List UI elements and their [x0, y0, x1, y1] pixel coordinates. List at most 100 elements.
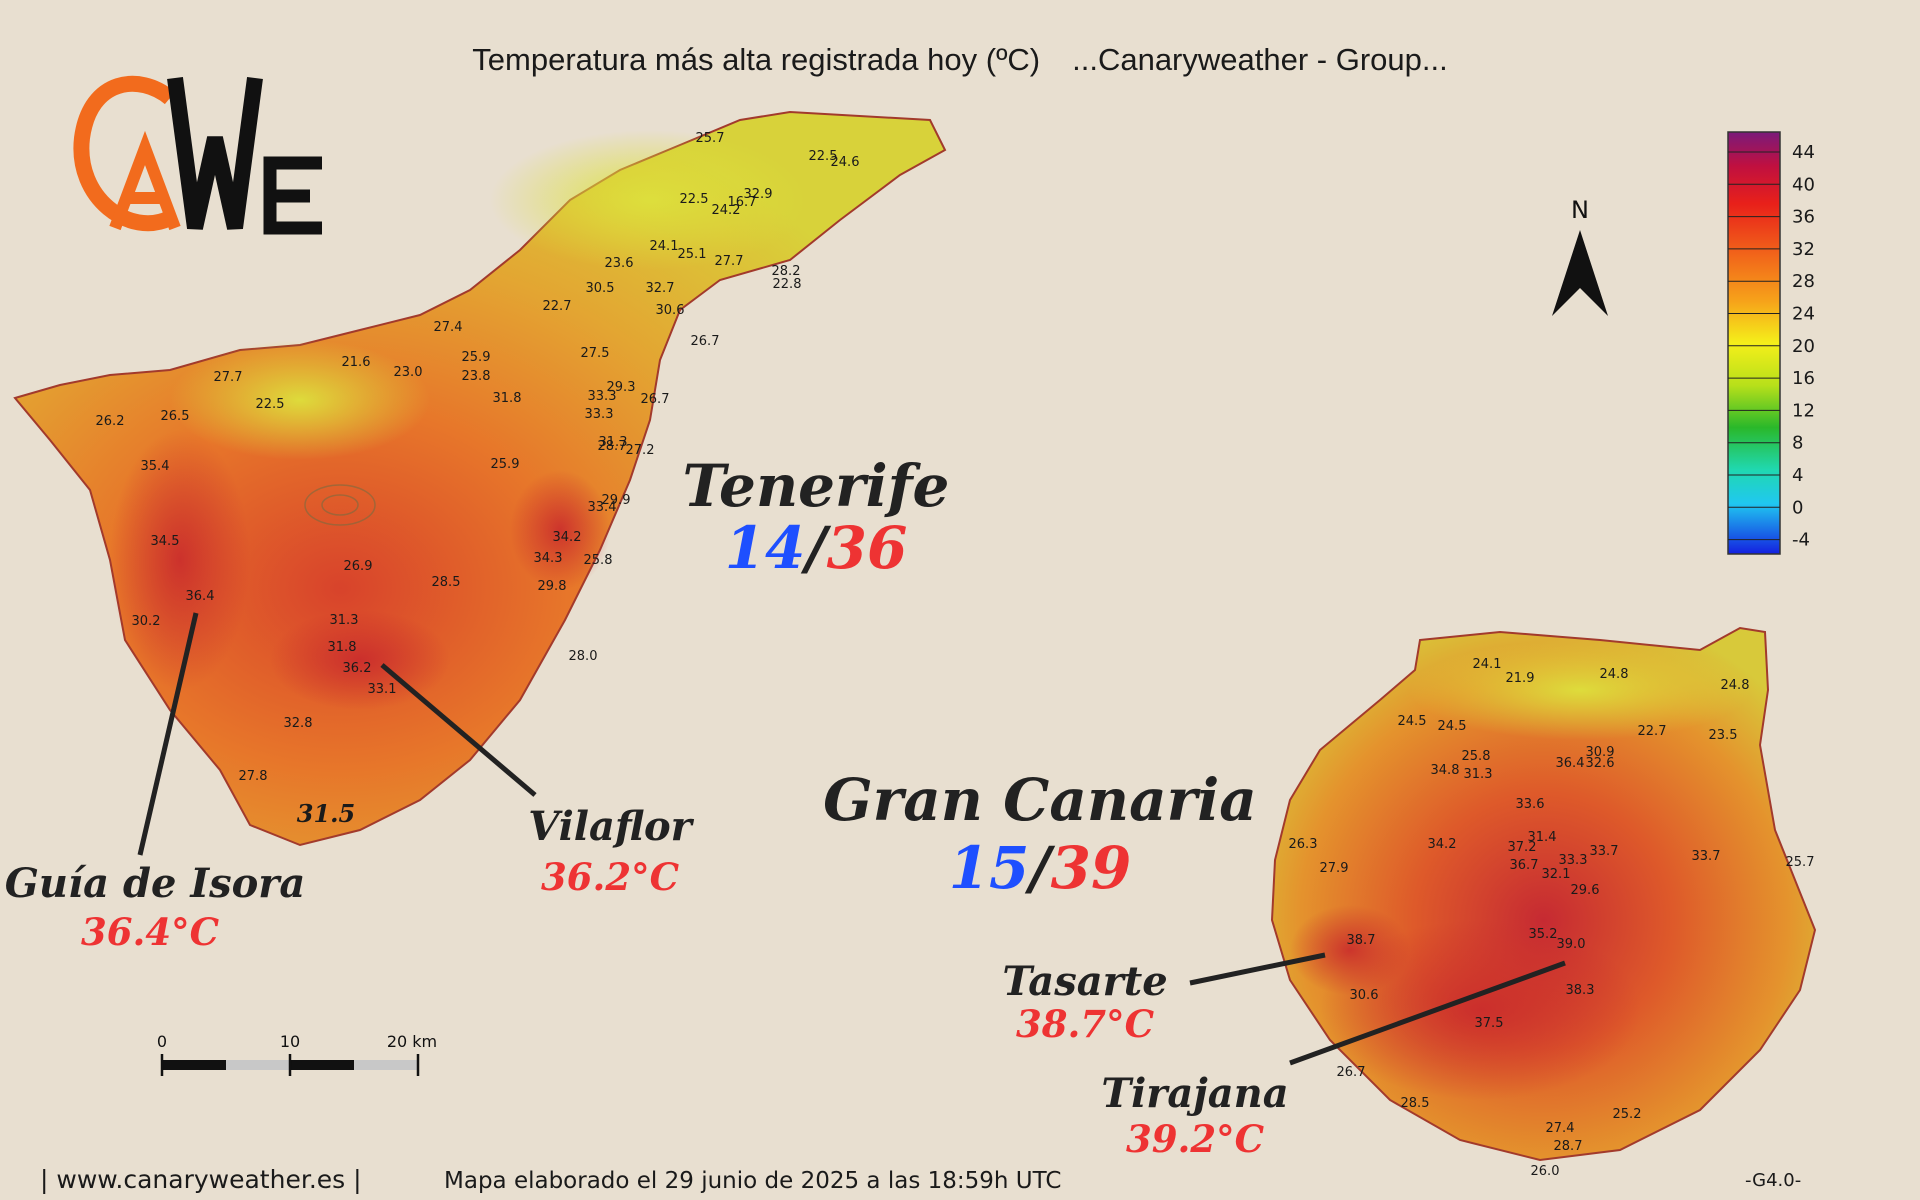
gran-canaria-station-label: 33.7: [1590, 844, 1619, 859]
tenerife-station-label: 30.2: [132, 614, 161, 629]
gran-canaria-station-label: 26.7: [1337, 1065, 1366, 1080]
legend-tick-label: 40: [1792, 174, 1815, 195]
north-label: N: [1571, 198, 1589, 224]
north-arrow-icon: [1552, 230, 1608, 316]
group-text: ...Canaryweather - Group...: [1072, 42, 1448, 77]
tenerife-station-label: 24.1: [650, 239, 679, 254]
tenerife-station-label: 34.5: [151, 534, 180, 549]
tirajana-place: Tirajana: [1101, 1070, 1288, 1117]
map-version: -G4.0-: [1745, 1170, 1802, 1191]
tenerife-station-label: 26.9: [344, 559, 373, 574]
tirajana-temp: 39.2°C: [1126, 1117, 1265, 1161]
title-text: Temperatura más alta registrada hoy (ºC): [472, 42, 1041, 77]
legend-tick-label: 28: [1792, 271, 1815, 292]
tenerife-station-label: 28.7: [598, 439, 627, 454]
tenerife-station-label: 32.7: [646, 281, 675, 296]
tenerife-min: 14: [725, 514, 806, 582]
tasarte-place: Tasarte: [1002, 958, 1167, 1005]
tenerife-station-label: 25.1: [678, 247, 707, 262]
scale-label-20: 20 km: [387, 1032, 437, 1051]
tenerife-station-label: 22.5: [256, 397, 285, 412]
gran-canaria-station-label: 36.4: [1556, 756, 1585, 771]
gran-canaria-station-label: 32.1: [1542, 867, 1571, 882]
legend-tick-label: 12: [1792, 400, 1815, 421]
tenerife-station-label: 29.8: [538, 579, 567, 594]
tenerife-station-label: 27.5: [581, 346, 610, 361]
gran-canaria-station-label: 25.8: [1462, 749, 1491, 764]
scale-label-10: 10: [280, 1032, 300, 1051]
gran-canaria-max: 39: [1051, 834, 1132, 902]
footer-date: Mapa elaborado el 29 junio de 2025 a las…: [444, 1168, 1062, 1194]
gran-canaria-station-label: 39.0: [1557, 937, 1586, 952]
gran-canaria-station-label: 33.7: [1692, 849, 1721, 864]
tenerife-station-label: 30.5: [586, 281, 615, 296]
legend-tick-label: 0: [1792, 497, 1803, 518]
tenerife-station-label: 31.8: [493, 391, 522, 406]
legend-tick-label: 36: [1792, 207, 1815, 228]
gran-canaria-station-label: 31.4: [1528, 830, 1557, 845]
tenerife-station-label: 22.5: [680, 192, 709, 207]
tenerife-station-label: 25.8: [584, 553, 613, 568]
gran-canaria-station-label: 28.5: [1401, 1096, 1430, 1111]
gran-canaria-station-label: 34.8: [1431, 763, 1460, 778]
gran-canaria-station-label: 21.9: [1506, 671, 1535, 686]
tenerife-station-label: 24.2: [712, 203, 741, 218]
tenerife-max: 36: [827, 514, 908, 582]
vilaflor-temp: 36.2°C: [541, 855, 680, 899]
tenerife-station-label: 31.3: [330, 613, 359, 628]
gran-canaria-station-label: 27.9: [1320, 861, 1349, 876]
gran-canaria-station-labels: 24.1 21.9 24.8 24.8 24.5 24.5 25.834.8 31.3 30.9…: [1289, 657, 1815, 1179]
tenerife-station-label: 31.3: [599, 435, 628, 450]
tenerife-station-label: 27.8: [239, 769, 268, 784]
scale-label-0: 0: [157, 1032, 167, 1051]
tenerife-station-label: 36.2: [343, 661, 372, 676]
guia-place: Guía de Isora: [5, 860, 306, 907]
scale-bar: 0 10 20 km: [157, 1032, 437, 1076]
tenerife-station-label: 16.7: [728, 195, 757, 210]
gran-canaria-station-label: 24.8: [1600, 667, 1629, 682]
gran-canaria-station-label: 24.1: [1473, 657, 1502, 672]
gran-canaria-station-label: 31.3: [1464, 767, 1493, 782]
gran-canaria-station-label: 30.9: [1586, 745, 1615, 760]
gran-canaria-station-label: 36.7: [1510, 858, 1539, 873]
legend-tick-label: 24: [1792, 304, 1815, 325]
tenerife-station-label: 26.5: [161, 409, 190, 424]
tenerife-station-label: 28.0: [569, 649, 598, 664]
gran-canaria-station-label: 38.3: [1566, 983, 1595, 998]
gran-canaria-station-label: 23.5: [1709, 728, 1738, 743]
legend-tick-label: 20: [1792, 336, 1815, 357]
tenerife-station-label: 32.8: [284, 716, 313, 731]
gran-canaria-station-label: 35.2: [1529, 927, 1558, 942]
tenerife-station-label: 35.4: [141, 459, 170, 474]
tenerife-station-label: 26.7: [691, 334, 720, 349]
tenerife-station-label: 23.8: [462, 369, 491, 384]
cawe-logo: [73, 75, 322, 235]
gran-canaria-station-label: 22.7: [1638, 724, 1667, 739]
legend-tick-label: 8: [1792, 433, 1803, 454]
tenerife-station-label: 31.8: [328, 640, 357, 655]
tenerife-station-label: 27.7: [715, 254, 744, 269]
tenerife-station-label: 25.9: [462, 350, 491, 365]
gran-canaria-island: [1270, 626, 1817, 1162]
gran-canaria-station-label: 33.3: [1559, 853, 1588, 868]
guia-temp: 36.4°C: [81, 910, 220, 954]
tenerife-station-label: 23.0: [394, 365, 423, 380]
tenerife-station-label: 25.7: [696, 131, 725, 146]
gran-canaria-station-label: 34.2: [1428, 837, 1457, 852]
tenerife-minmax: 14/36: [725, 514, 908, 582]
gran-canaria-station-label: 29.6: [1571, 883, 1600, 898]
gran-canaria-station-label: 24.5: [1438, 719, 1467, 734]
tenerife-station-label: 30.6: [656, 303, 685, 318]
gran-canaria-station-label: 32.6: [1586, 756, 1615, 771]
gran-canaria-station-label: 37.2: [1508, 840, 1537, 855]
gran-canaria-name: Gran Canaria: [823, 766, 1257, 834]
vilaflor-leader-line: [380, 663, 537, 797]
north-arrow: N: [1552, 198, 1608, 316]
vilaflor-place: Vilaflor: [528, 803, 694, 850]
tenerife-station-label: 25.9: [491, 457, 520, 472]
gran-canaria-station-label: 38.7: [1347, 933, 1376, 948]
tenerife-station-label: 22.7: [543, 299, 572, 314]
legend-tick-label: 32: [1792, 239, 1815, 260]
tirajana-leader-line: [1289, 960, 1566, 1066]
